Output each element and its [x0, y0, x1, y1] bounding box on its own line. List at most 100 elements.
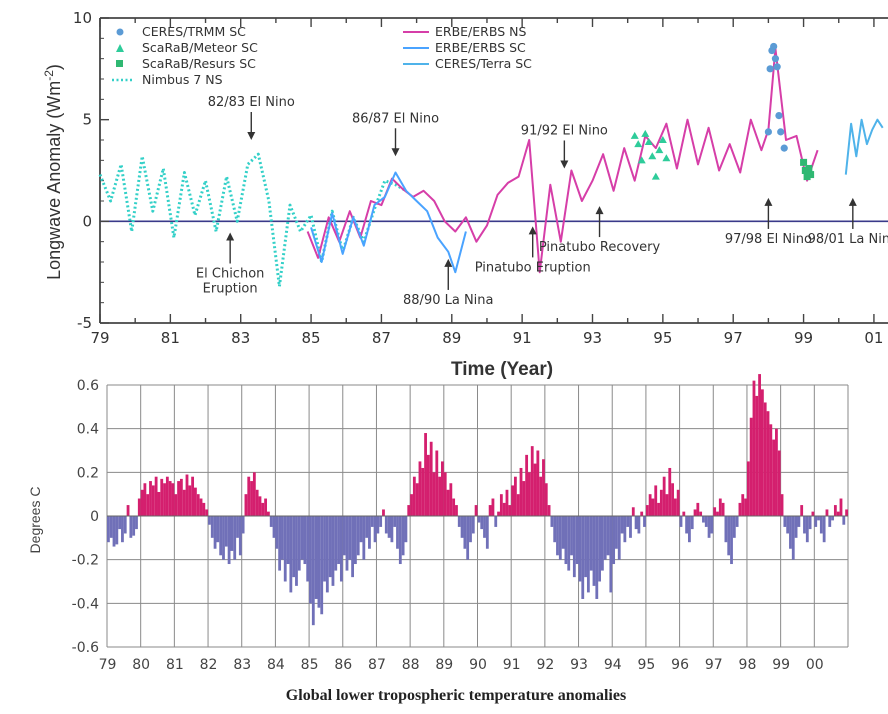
temperature-bar [777, 450, 781, 516]
temperature-bar [732, 516, 736, 538]
legend-item-ceres-trmm-sc: CERES/TRMM SC [116, 24, 246, 39]
annotation-arrowhead [560, 160, 569, 169]
legend-label: CERES/Terra SC [435, 56, 532, 71]
temperature-bar [376, 516, 380, 534]
temperature-bar [679, 516, 683, 527]
temperature-bar [640, 511, 644, 516]
temperature-bar [474, 505, 478, 516]
temperature-bar [401, 516, 405, 556]
bottom-y-tick-label: 0.4 [77, 422, 99, 438]
temperature-bar [716, 511, 719, 516]
bottom-x-tick-label: 99 [772, 657, 790, 673]
top-x-tick-label: 83 [231, 329, 250, 347]
temperature-bar [387, 516, 391, 538]
temperature-bar [808, 516, 812, 530]
top-x-tick-label: 01 [864, 329, 883, 347]
temperature-bar [696, 502, 700, 516]
temperature-bar [370, 516, 374, 527]
temperature-bar [132, 516, 136, 536]
temperature-bar [575, 516, 579, 565]
temperature-bar [833, 505, 837, 516]
temperature-bar [317, 516, 321, 608]
temperature-bar [606, 516, 610, 556]
temperature-bar [345, 516, 349, 571]
temperature-bar [337, 516, 340, 565]
temperature-bar [227, 516, 231, 565]
temperature-bar [544, 483, 548, 516]
temperature-bar [511, 485, 514, 516]
temperature-bar [398, 516, 402, 565]
temperature-bar [814, 516, 818, 527]
temperature-bar [805, 516, 809, 543]
series-point-scarab-meteor-sc [648, 152, 657, 160]
temperature-bar [648, 494, 652, 516]
temperature-bar [205, 509, 209, 516]
series-point-scarab-resurs-sc [805, 164, 813, 172]
temperature-bar [466, 516, 470, 560]
temperature-bar [769, 424, 773, 516]
temperature-bar [107, 516, 110, 543]
temperature-bar [151, 485, 155, 516]
temperature-bar [643, 516, 646, 527]
legend-label: ERBE/ERBS SC [435, 40, 526, 55]
top-chart-series [98, 42, 884, 288]
bottom-chart-title: Global lower tropospheric temperature an… [286, 687, 626, 704]
temperature-bar [564, 516, 568, 565]
temperature-bar [129, 516, 133, 538]
temperature-bar [393, 516, 397, 527]
temperature-bar [755, 395, 759, 516]
temperature-bar [760, 389, 764, 516]
temperature-bar [783, 516, 787, 527]
temperature-bar [289, 516, 293, 593]
temperature-bar [502, 502, 506, 516]
top-x-tick-label: 91 [513, 329, 532, 347]
top-y-tick-label: -5 [77, 314, 92, 332]
temperature-bar [533, 463, 537, 516]
temperature-bar [269, 516, 273, 527]
temperature-bar [146, 494, 150, 516]
temperature-bar [199, 498, 203, 516]
bottom-x-tick-label: 83 [233, 657, 251, 673]
temperature-bar [157, 491, 161, 516]
temperature-bar [208, 516, 211, 525]
temperature-bar [803, 516, 806, 534]
top-chart-xlabel: Time (Year) [451, 359, 553, 380]
temperature-bar [536, 450, 540, 516]
top-x-tick-label: 93 [583, 329, 602, 347]
temperature-bar [261, 502, 265, 516]
temperature-bar [258, 496, 262, 516]
temperature-bar [424, 433, 427, 516]
temperature-bar [617, 516, 621, 560]
temperature-bar [713, 507, 717, 516]
temperature-bar [171, 483, 175, 516]
temperature-bar [441, 461, 444, 516]
temperature-bar [185, 474, 189, 516]
series-line-erbe-erbs-ns [306, 47, 819, 274]
annotation-arrowhead [764, 197, 773, 206]
temperature-bar [724, 516, 728, 543]
temperature-bar [241, 516, 245, 534]
temperature-bar [595, 516, 599, 599]
legend-item-ceres-terra-sc: CERES/Terra SC [403, 56, 532, 71]
top-x-tick-label: 87 [372, 329, 391, 347]
temperature-bar [407, 505, 411, 516]
temperature-bar [224, 516, 228, 547]
bottom-x-tick-label: 81 [166, 657, 184, 673]
series-point-scarab-meteor-sc [637, 156, 646, 164]
temperature-bar [300, 516, 304, 560]
temperature-bar [137, 498, 141, 516]
annotation-arrowhead [528, 226, 537, 235]
temperature-bar [118, 516, 122, 530]
temperature-bar [758, 374, 761, 516]
temperature-bar [311, 516, 315, 626]
temperature-bar [702, 516, 705, 523]
temperature-bar [179, 478, 183, 516]
temperature-bar [415, 483, 419, 516]
bottom-x-tick-label: 91 [503, 657, 521, 673]
temperature-bar [438, 476, 442, 516]
temperature-bar [704, 516, 708, 527]
temperature-bar [278, 516, 282, 571]
temperature-bar [626, 516, 630, 527]
bottom-x-tick-label: 86 [334, 657, 352, 673]
